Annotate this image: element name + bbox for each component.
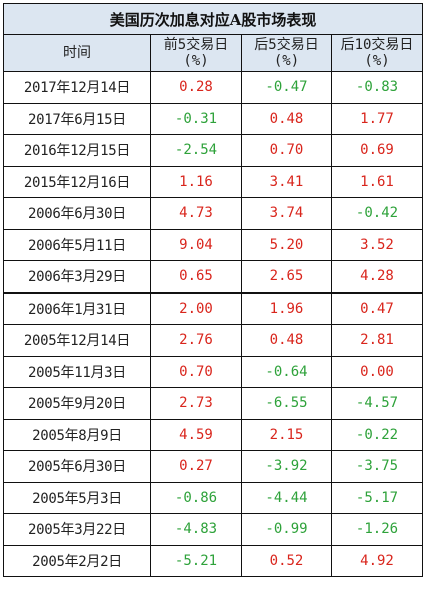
date-cell: 2006年3月29日	[3, 260, 151, 293]
post10-cell: 3.52	[330, 228, 424, 261]
post5-cell: 5.20	[241, 228, 332, 261]
post5-cell: -3.92	[241, 450, 332, 483]
post10-cell: -1.26	[330, 513, 424, 546]
table-row: 2005年3月22日 -4.83 -0.99 -1.26	[3, 513, 424, 546]
post5-cell: 2.15	[241, 418, 332, 451]
table-row: 2005年8月9日 4.59 2.15 -0.22	[3, 418, 424, 451]
pre5-cell: -4.83	[150, 513, 242, 546]
rate-hike-table: 美国历次加息对应A股市场表现 时间 前5交易日 (%) 后5交易日 (%) 后10交…	[2, 3, 424, 577]
table-row: 2015年12月16日 1.16 3.41 1.61	[3, 165, 424, 198]
post10-cell: 0.47	[330, 291, 424, 325]
table-row: 2005年12月14日 2.76 0.48 2.81	[3, 324, 424, 357]
date-cell: 2006年5月11日	[3, 228, 151, 261]
post5-cell: 0.52	[241, 544, 332, 577]
pre5-cell: 9.04	[150, 228, 242, 261]
post10-cell: -3.75	[330, 450, 424, 483]
date-cell: 2005年8月9日	[3, 418, 151, 451]
pre5-cell: -5.21	[150, 544, 242, 577]
pre5-cell: 2.00	[150, 291, 242, 325]
table-row: 2006年3月29日 0.65 2.65 4.28	[3, 260, 424, 293]
post5-cell: -0.99	[241, 513, 332, 546]
table-row: 2005年11月3日 0.70 -0.64 0.00	[3, 355, 424, 388]
post5-cell: 0.70	[241, 134, 332, 167]
table-row: 2006年6月30日 4.73 3.74 -0.42	[3, 197, 424, 230]
post10-cell: 1.77	[330, 102, 424, 135]
post10-cell: 1.61	[330, 165, 424, 198]
table-row: 2005年9月20日 2.73 -6.55 -4.57	[3, 387, 424, 420]
table-row: 2005年5月3日 -0.86 -4.44 -5.17	[3, 481, 424, 514]
date-cell: 2005年6月30日	[3, 450, 151, 483]
date-cell: 2016年12月15日	[3, 134, 151, 167]
post10-cell: 0.69	[330, 134, 424, 167]
pre5-cell: 4.59	[150, 418, 242, 451]
pre5-cell: 1.16	[150, 165, 242, 198]
post5-cell: 0.48	[241, 324, 332, 357]
table-body: 2017年12月14日 0.28 -0.47 -0.83 2017年6月15日 -0.31…	[3, 71, 424, 577]
pre5-cell: 0.70	[150, 355, 242, 388]
post5-cell: -4.44	[241, 481, 332, 514]
post10-cell: -0.22	[330, 418, 424, 451]
date-cell: 2005年3月22日	[3, 513, 151, 546]
pre5-cell: 2.76	[150, 324, 242, 357]
date-cell: 2005年2月2日	[3, 544, 151, 577]
date-cell: 2006年6月30日	[3, 197, 151, 230]
post5-cell: -6.55	[241, 387, 332, 420]
pre5-cell: 2.73	[150, 387, 242, 420]
header-pre5: 前5交易日 (%)	[150, 34, 242, 72]
post10-cell: -0.42	[330, 197, 424, 230]
post5-cell: -0.47	[241, 71, 332, 104]
pre5-cell: 0.28	[150, 71, 242, 104]
date-cell: 2005年9月20日	[3, 387, 151, 420]
header-time: 时间	[3, 34, 151, 72]
table-row: 2006年5月11日 9.04 5.20 3.52	[3, 228, 424, 261]
header-row: 时间 前5交易日 (%) 后5交易日 (%) 后10交易日 (%)	[3, 34, 424, 72]
pre5-cell: -2.54	[150, 134, 242, 167]
table-row: 2016年12月15日 -2.54 0.70 0.69	[3, 134, 424, 167]
header-post5: 后5交易日 (%)	[241, 34, 332, 72]
post10-cell: 4.92	[330, 544, 424, 577]
post10-cell: -5.17	[330, 481, 424, 514]
table-container: 美国历次加息对应A股市场表现 时间 前5交易日 (%) 后5交易日 (%) 后10交…	[2, 3, 424, 577]
post5-cell: 0.48	[241, 102, 332, 135]
date-cell: 2005年11月3日	[3, 355, 151, 388]
pre5-cell: -0.31	[150, 102, 242, 135]
post5-cell: 3.41	[241, 165, 332, 198]
post10-cell: -4.57	[330, 387, 424, 420]
date-cell: 2006年1月31日	[3, 291, 151, 325]
table-row: 2005年6月30日 0.27 -3.92 -3.75	[3, 450, 424, 483]
post10-cell: -0.83	[330, 71, 424, 104]
pre5-cell: -0.86	[150, 481, 242, 514]
post10-cell: 0.00	[330, 355, 424, 388]
post10-cell: 2.81	[330, 324, 424, 357]
post5-cell: 3.74	[241, 197, 332, 230]
date-cell: 2005年5月3日	[3, 481, 151, 514]
date-cell: 2015年12月16日	[3, 165, 151, 198]
date-cell: 2005年12月14日	[3, 324, 151, 357]
pre5-cell: 4.73	[150, 197, 242, 230]
date-cell: 2017年12月14日	[3, 71, 151, 104]
table-row: 2017年12月14日 0.28 -0.47 -0.83	[3, 71, 424, 104]
table-title: 美国历次加息对应A股市场表现	[2, 3, 424, 35]
table-row: 2017年6月15日 -0.31 0.48 1.77	[3, 102, 424, 135]
post5-cell: 2.65	[241, 260, 332, 293]
table-row: 2005年2月2日 -5.21 0.52 4.92	[3, 544, 424, 577]
post10-cell: 4.28	[330, 260, 424, 293]
pre5-cell: 0.27	[150, 450, 242, 483]
pre5-cell: 0.65	[150, 260, 242, 293]
header-post10: 后10交易日 (%)	[330, 34, 424, 72]
post5-cell: 1.96	[241, 291, 332, 325]
date-cell: 2017年6月15日	[3, 102, 151, 135]
table-row: 2006年1月31日 2.00 1.96 0.47	[3, 291, 424, 325]
post5-cell: -0.64	[241, 355, 332, 388]
